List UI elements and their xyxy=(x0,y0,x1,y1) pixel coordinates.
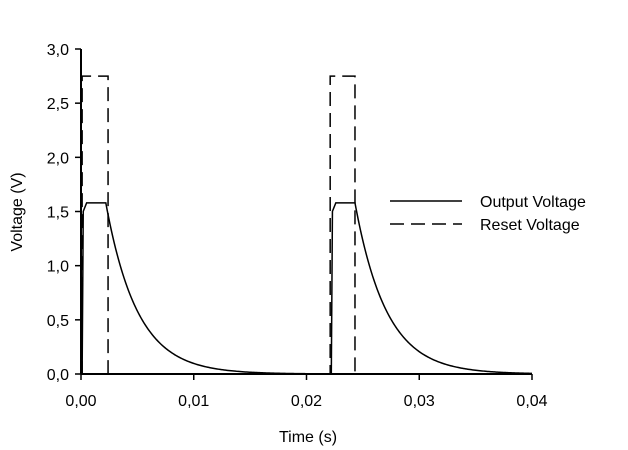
x-tick-label: 0,00 xyxy=(65,393,96,410)
series-line-reset-voltage xyxy=(81,75,532,375)
x-tick-label: 0,04 xyxy=(516,393,547,410)
y-tick-label: 1,5 xyxy=(47,205,69,222)
x-tick-label: 0,02 xyxy=(291,393,322,410)
x-axis-ticks: 0,00 0,01 0,02 0,03 0,04 xyxy=(65,374,548,410)
y-tick-label: 2,5 xyxy=(47,96,69,113)
y-axis-title: Voltage (V) xyxy=(9,172,26,251)
y-tick-label: 0,5 xyxy=(47,313,69,330)
series-line-output-voltage xyxy=(81,202,533,375)
series-layer xyxy=(81,75,533,375)
axes xyxy=(80,49,532,375)
y-tick-label: 1,0 xyxy=(47,259,69,276)
y-tick-label: 2,0 xyxy=(47,150,69,167)
y-axis-ticks: 0,0 0,5 1,0 1,5 2,0 2,5 3,0 xyxy=(47,42,81,384)
x-tick-label: 0,01 xyxy=(178,393,209,410)
legend-label-reset-voltage: Reset Voltage xyxy=(480,217,580,234)
x-tick-label: 0,03 xyxy=(404,393,435,410)
legend-label-output-voltage: Output Voltage xyxy=(480,194,586,211)
x-axis-title: Time (s) xyxy=(279,429,337,446)
legend: Output Voltage Reset Voltage xyxy=(390,194,586,234)
y-tick-label: 3,0 xyxy=(47,42,69,59)
y-tick-label: 0,0 xyxy=(47,367,69,384)
